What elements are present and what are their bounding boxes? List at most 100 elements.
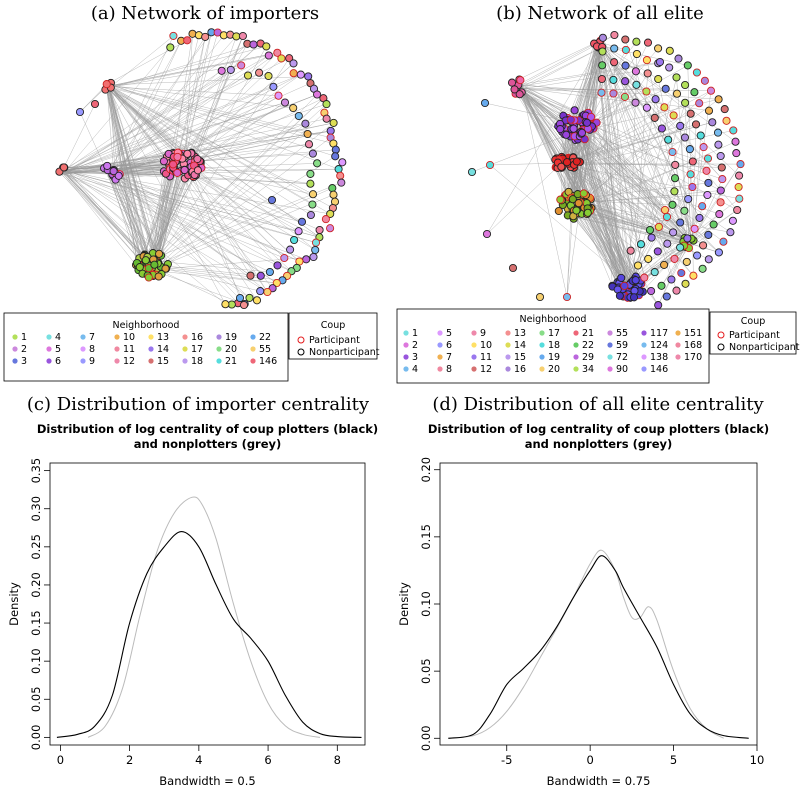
network-node <box>90 99 100 109</box>
network-edge <box>110 88 181 159</box>
network-node <box>684 194 693 204</box>
legend-label: 13 <box>514 328 526 339</box>
network-edge <box>517 90 673 205</box>
network-node <box>183 36 192 45</box>
network-node <box>154 272 163 281</box>
network-node <box>135 263 144 272</box>
network-edge <box>63 65 242 175</box>
network-node <box>717 163 726 172</box>
legend-swatch <box>12 334 18 340</box>
network-edge <box>517 90 575 209</box>
network-edge <box>108 83 339 170</box>
network-edge <box>110 40 182 169</box>
network-node <box>651 95 660 104</box>
legend-label: 2 <box>21 344 27 355</box>
network-edge <box>158 156 336 269</box>
network-edge <box>576 210 693 243</box>
network-node <box>329 190 338 199</box>
network-edge <box>517 85 655 273</box>
network-node <box>313 159 322 168</box>
network-node <box>322 100 331 109</box>
network-node <box>681 98 690 107</box>
network-edge <box>105 86 188 154</box>
network-node <box>302 255 311 264</box>
network-edge <box>150 58 290 271</box>
network-edge <box>111 169 300 262</box>
network-node <box>664 135 673 144</box>
legend-label: 16 <box>191 332 203 343</box>
network-node <box>587 112 596 121</box>
network-edge <box>115 173 147 262</box>
network-node <box>657 281 666 290</box>
network-node <box>569 124 578 133</box>
legend-label: 15 <box>157 356 169 367</box>
network-edge <box>64 102 286 172</box>
legend-label: 117 <box>650 328 668 339</box>
network-edge <box>113 94 318 172</box>
network-node <box>647 286 656 296</box>
network-node <box>695 99 704 108</box>
network-edge <box>598 45 666 211</box>
network-node <box>144 273 153 282</box>
network-node <box>706 86 716 95</box>
network-node <box>264 71 273 81</box>
y-tick-label: 0.00 <box>419 725 433 751</box>
network-node <box>660 260 669 269</box>
network-edge <box>596 44 668 244</box>
network-node <box>516 76 525 85</box>
network-node <box>331 152 340 161</box>
network-edge <box>114 94 318 174</box>
network-edge <box>116 103 327 174</box>
network-edge <box>580 136 631 293</box>
legend-label: 124 <box>650 340 668 351</box>
network-edge <box>572 165 623 290</box>
network-node <box>720 105 729 114</box>
legend-swatch <box>607 354 613 360</box>
legend-swatch <box>505 342 511 348</box>
network-node <box>620 281 629 290</box>
network-node <box>515 90 524 99</box>
y-tick-label: 0.00 <box>29 725 43 751</box>
network-node <box>660 103 669 112</box>
legend-label: 4 <box>55 332 61 343</box>
network-edge <box>515 93 687 245</box>
network-edge <box>152 169 171 262</box>
network-edge <box>110 52 278 86</box>
network-node <box>640 273 649 282</box>
legend-swatch <box>641 342 647 348</box>
network-node <box>650 268 659 277</box>
legend-label: 90 <box>616 364 628 375</box>
network-node <box>716 198 725 207</box>
network-edge <box>521 85 719 100</box>
network-node <box>704 106 714 115</box>
network-node <box>193 166 202 175</box>
network-node <box>699 241 708 250</box>
legend-swatch <box>403 366 409 372</box>
network-node <box>221 300 230 309</box>
network-node <box>669 228 678 237</box>
network-node <box>256 287 265 296</box>
network-edge <box>65 170 162 256</box>
network-node <box>654 44 663 53</box>
legend-label: 18 <box>191 356 203 367</box>
coup-legend-b-participant: Participant <box>729 330 780 341</box>
network-node <box>633 261 643 270</box>
network-edge <box>158 94 318 259</box>
network-node <box>715 210 724 219</box>
network-node <box>141 256 150 265</box>
legend-swatch <box>471 366 477 372</box>
participant-marker <box>717 331 725 339</box>
network-node <box>726 228 735 237</box>
network-node <box>667 275 676 284</box>
network-node <box>680 206 689 215</box>
network-node <box>672 286 681 295</box>
network-edge <box>486 160 565 235</box>
legend-label: 21 <box>582 328 594 339</box>
network-node <box>686 170 695 179</box>
caption-a: (a) Network of importers <box>91 3 319 24</box>
network-node <box>676 218 685 227</box>
network-edge <box>111 32 212 170</box>
network-node <box>507 78 517 87</box>
y-tick-label: 0.30 <box>29 496 43 522</box>
legend-swatch <box>539 330 545 336</box>
